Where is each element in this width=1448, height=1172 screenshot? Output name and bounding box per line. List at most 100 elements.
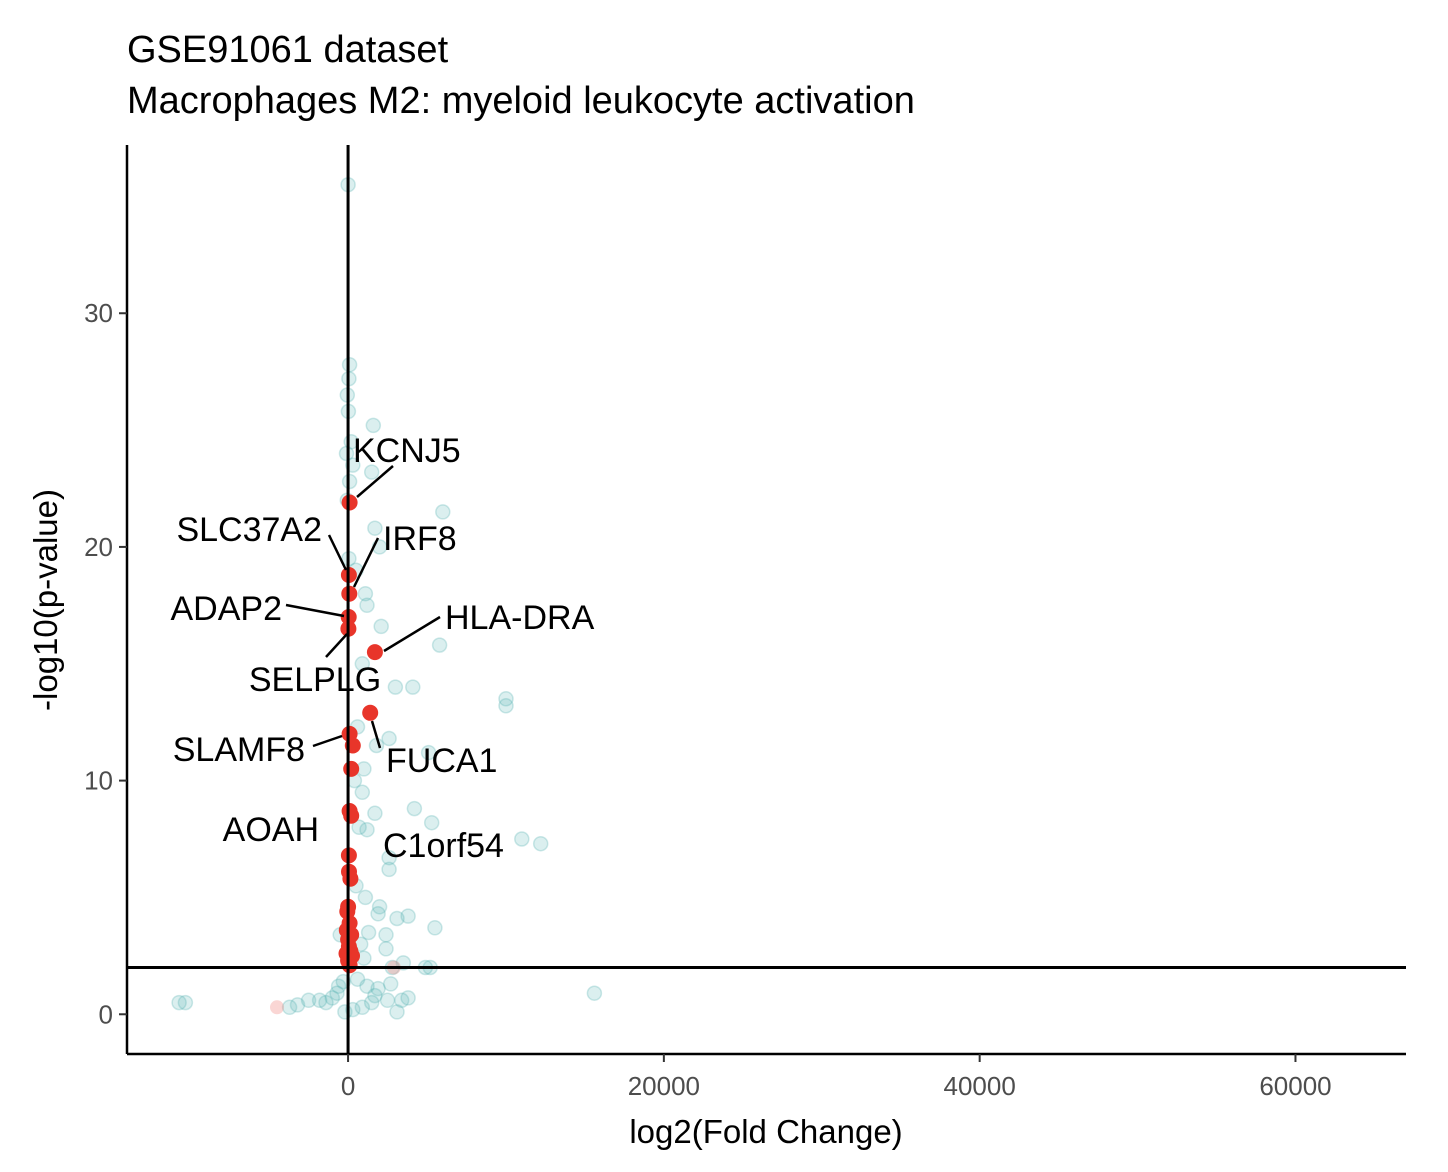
background-point bbox=[367, 520, 383, 536]
gene-label: IRF8 bbox=[383, 520, 457, 558]
gene-label: C1orf54 bbox=[383, 827, 504, 865]
background-point bbox=[363, 464, 380, 480]
background-point bbox=[300, 992, 317, 1009]
background-point bbox=[324, 990, 341, 1006]
background-point bbox=[357, 585, 374, 602]
background-point bbox=[357, 889, 374, 906]
leader-line bbox=[312, 734, 343, 748]
background-point bbox=[389, 1004, 405, 1020]
background-point bbox=[365, 417, 382, 434]
gene-label: SELPLG bbox=[249, 661, 381, 699]
background-point bbox=[405, 679, 421, 695]
background-point bbox=[354, 999, 371, 1016]
x-tick-label: 0 bbox=[341, 1071, 355, 1101]
highlight-point bbox=[362, 704, 379, 721]
background-point bbox=[514, 831, 530, 847]
y-tick-label: 10 bbox=[84, 766, 113, 796]
gene-label: FUCA1 bbox=[386, 742, 497, 780]
gene-label: KCNJ5 bbox=[353, 432, 461, 470]
background-point bbox=[368, 737, 385, 754]
leader-line bbox=[325, 633, 348, 658]
background-point bbox=[341, 356, 358, 373]
background-point bbox=[363, 994, 380, 1011]
leader-line bbox=[285, 603, 345, 618]
leader-line bbox=[327, 534, 348, 571]
background-point bbox=[329, 985, 345, 1001]
background-point bbox=[381, 861, 397, 878]
y-axis-title: -log10(p-value) bbox=[27, 489, 64, 711]
chart-title: GSE91061 dataset bbox=[127, 29, 449, 71]
x-tick-label: 20000 bbox=[628, 1071, 700, 1101]
gene-labels: KCNJ5 SLC37A2 IRF8 ADAP2 HLA-DRA SELPLG SLAMF8… bbox=[171, 432, 595, 865]
leader-line bbox=[352, 537, 380, 588]
background-point bbox=[359, 978, 375, 994]
leader-line bbox=[383, 615, 441, 653]
background-point bbox=[370, 906, 386, 922]
background-point bbox=[382, 976, 399, 992]
background-point bbox=[371, 899, 388, 915]
faded-highlight-point bbox=[270, 1000, 284, 1015]
highlight-point bbox=[343, 760, 360, 777]
y-tick-label: 20 bbox=[84, 532, 113, 562]
background-point bbox=[532, 835, 549, 852]
background-point bbox=[379, 992, 396, 1009]
background-point bbox=[354, 784, 371, 801]
background-point bbox=[311, 992, 328, 1009]
background-point bbox=[281, 999, 298, 1016]
background-point bbox=[370, 980, 386, 997]
background-point bbox=[338, 445, 355, 462]
highlight-point bbox=[343, 807, 360, 824]
background-point bbox=[435, 504, 451, 520]
axis-ticks: 0 20000 40000 60000 0 10 20 30 bbox=[84, 298, 1332, 1101]
background-point bbox=[351, 819, 367, 836]
highlight-point bbox=[366, 644, 383, 661]
gene-label: SLC37A2 bbox=[176, 511, 322, 549]
background-point bbox=[431, 637, 448, 653]
background-point bbox=[423, 814, 440, 831]
x-axis-title: log2(Fold Change) bbox=[629, 1113, 902, 1150]
background-point bbox=[427, 920, 443, 936]
leader-line bbox=[356, 465, 394, 498]
highlight-point bbox=[341, 957, 358, 974]
background-point bbox=[171, 994, 187, 1011]
background-point bbox=[318, 994, 334, 1011]
background-point bbox=[378, 941, 394, 957]
background-point bbox=[289, 997, 306, 1013]
background-point bbox=[387, 679, 404, 695]
gene-label: SLAMF8 bbox=[173, 731, 305, 769]
background-point bbox=[378, 927, 394, 943]
background-point bbox=[406, 800, 423, 817]
background-point bbox=[381, 849, 397, 866]
background-point bbox=[400, 908, 416, 924]
background-point bbox=[359, 821, 375, 838]
background-point bbox=[393, 992, 410, 1009]
x-tick-label: 40000 bbox=[944, 1071, 1016, 1101]
background-point bbox=[367, 805, 383, 822]
background-point bbox=[360, 924, 377, 941]
background-point bbox=[367, 987, 383, 1004]
background-point bbox=[354, 656, 371, 672]
background-point bbox=[400, 990, 416, 1006]
background-point bbox=[177, 994, 194, 1011]
label-leader-lines bbox=[285, 465, 441, 749]
background-point bbox=[349, 971, 366, 987]
y-tick-label: 30 bbox=[84, 298, 113, 328]
background-point bbox=[586, 985, 603, 1001]
background-point bbox=[389, 910, 405, 927]
gene-label: ADAP2 bbox=[171, 590, 283, 628]
leader-line bbox=[370, 720, 382, 749]
background-point bbox=[420, 744, 437, 761]
background-point bbox=[341, 473, 358, 490]
background-point bbox=[330, 978, 347, 994]
y-tick-label: 0 bbox=[99, 999, 113, 1029]
background-point bbox=[498, 691, 514, 707]
background-point bbox=[498, 698, 514, 714]
highlight-point bbox=[342, 870, 359, 887]
background-point bbox=[381, 730, 397, 747]
background-point bbox=[359, 597, 375, 614]
x-tick-label: 60000 bbox=[1259, 1071, 1331, 1101]
background-point bbox=[373, 618, 389, 635]
highlight-point bbox=[341, 494, 358, 511]
chart-subtitle: Macrophages M2: myeloid leukocyte activa… bbox=[127, 80, 915, 122]
